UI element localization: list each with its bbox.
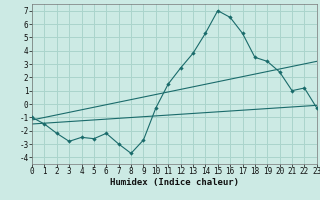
X-axis label: Humidex (Indice chaleur): Humidex (Indice chaleur) <box>110 178 239 187</box>
